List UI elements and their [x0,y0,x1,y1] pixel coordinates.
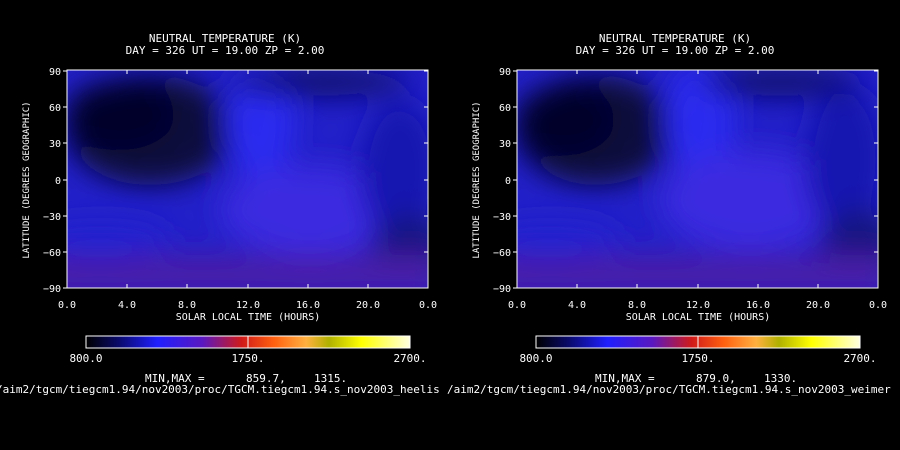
x-axis: 0.0 4.0 8.0 12.0 16.0 20.0 0.0 SOLAR LOC… [508,70,887,323]
x-axis-label: SOLAR LOCAL TIME (HOURS) [176,312,321,323]
y-axis-label: LATITUDE (DEGREES GEOGRAPHIC) [22,101,32,258]
max-value: 1315. [314,372,347,385]
x-tick-label: 4.0 [568,300,586,311]
y-tick-label: 60 [49,103,61,114]
heatmap-field [516,69,879,289]
heatmap-field [66,69,429,289]
colorbar-min-label: 800.0 [519,352,552,365]
y-axis: 90 60 30 0 −30 −60 −90 LATITUDE (DEGREES… [22,67,428,295]
y-tick-label: 0 [55,176,61,187]
chart-title: NEUTRAL TEMPERATURE (K) [148,32,302,45]
y-axis-label: LATITUDE (DEGREES GEOGRAPHIC) [472,101,482,258]
min-value: 879.0, [696,372,736,385]
panel-heelis: NEUTRAL TEMPERATURE (K) DAY = 326 UT = 1… [22,32,437,386]
x-tick-label: 0.0 [419,300,437,311]
colorbar-max-label: 2700. [393,352,426,365]
chart-subtitle: DAY = 326 UT = 19.00 ZP = 2.00 [125,44,325,57]
y-tick-label: 30 [49,139,61,150]
file-paths: /aim2/tgcm/tiegcm1.94/nov2003/proc/TGCM.… [0,383,900,397]
y-axis: 90 60 30 0 −30 −60 −90 LATITUDE (DEGREES… [472,67,878,295]
panel-weimer: NEUTRAL TEMPERATURE (K) DAY = 326 UT = 1… [450,0,900,450]
max-value: 1330. [764,372,797,385]
minmax-readout: MIN,MAX = 879.0, 1330. [595,372,797,385]
x-tick-label: 20.0 [356,300,380,311]
heatmap-chart: 90 60 30 0 −30 −60 −90 LATITUDE (DEGREES… [472,67,887,385]
y-tick-label: −60 [493,248,511,259]
y-tick-label: −60 [43,248,61,259]
colorbar: 800.0 1750. 2700. [69,335,427,365]
colorbar-mid-label: 1750. [681,352,714,365]
colorbar-max-label: 2700. [843,352,876,365]
x-tick-label: 20.0 [806,300,830,311]
file-path-weimer: /aim2/tgcm/tiegcm1.94/nov2003/proc/TGCM.… [447,383,891,396]
min-value: 859.7, [246,372,286,385]
x-tick-label: 0.0 [508,300,526,311]
chart-title: NEUTRAL TEMPERATURE (K) [598,32,752,45]
x-tick-label: 12.0 [236,300,260,311]
x-axis-label: SOLAR LOCAL TIME (HOURS) [626,312,771,323]
x-tick-label: 12.0 [686,300,710,311]
x-tick-label: 0.0 [58,300,76,311]
x-tick-label: 8.0 [178,300,196,311]
y-tick-label: −30 [493,212,511,223]
y-tick-label: 30 [499,139,511,150]
minmax-label: MIN,MAX = [595,372,655,385]
x-tick-label: 16.0 [296,300,320,311]
x-tick-label: 4.0 [118,300,136,311]
heatmap-chart: 90 60 30 0 −30 −60 −90 LATITUDE (DEGREES… [22,67,437,385]
y-tick-label: 90 [499,67,511,78]
y-tick-label: 0 [505,176,511,187]
colorbar-min-label: 800.0 [69,352,102,365]
minmax-label: MIN,MAX = [145,372,205,385]
x-tick-label: 16.0 [746,300,770,311]
file-path-heelis: /aim2/tgcm/tiegcm1.94/nov2003/proc/TGCM.… [0,383,440,396]
minmax-readout: MIN,MAX = 859.7, 1315. [145,372,347,385]
colorbar: 800.0 1750. 2700. [519,335,877,365]
x-tick-label: 0.0 [869,300,887,311]
chart-subtitle: DAY = 326 UT = 19.00 ZP = 2.00 [575,44,775,57]
colorbar-mid-label: 1750. [231,352,264,365]
x-axis: 0.0 4.0 8.0 12.0 16.0 20.0 0.0 SOLAR LOC… [58,70,437,323]
y-tick-label: 60 [499,103,511,114]
y-tick-label: 90 [49,67,61,78]
x-tick-label: 8.0 [628,300,646,311]
y-tick-label: −90 [43,284,61,295]
y-tick-label: −90 [493,284,511,295]
y-tick-label: −30 [43,212,61,223]
